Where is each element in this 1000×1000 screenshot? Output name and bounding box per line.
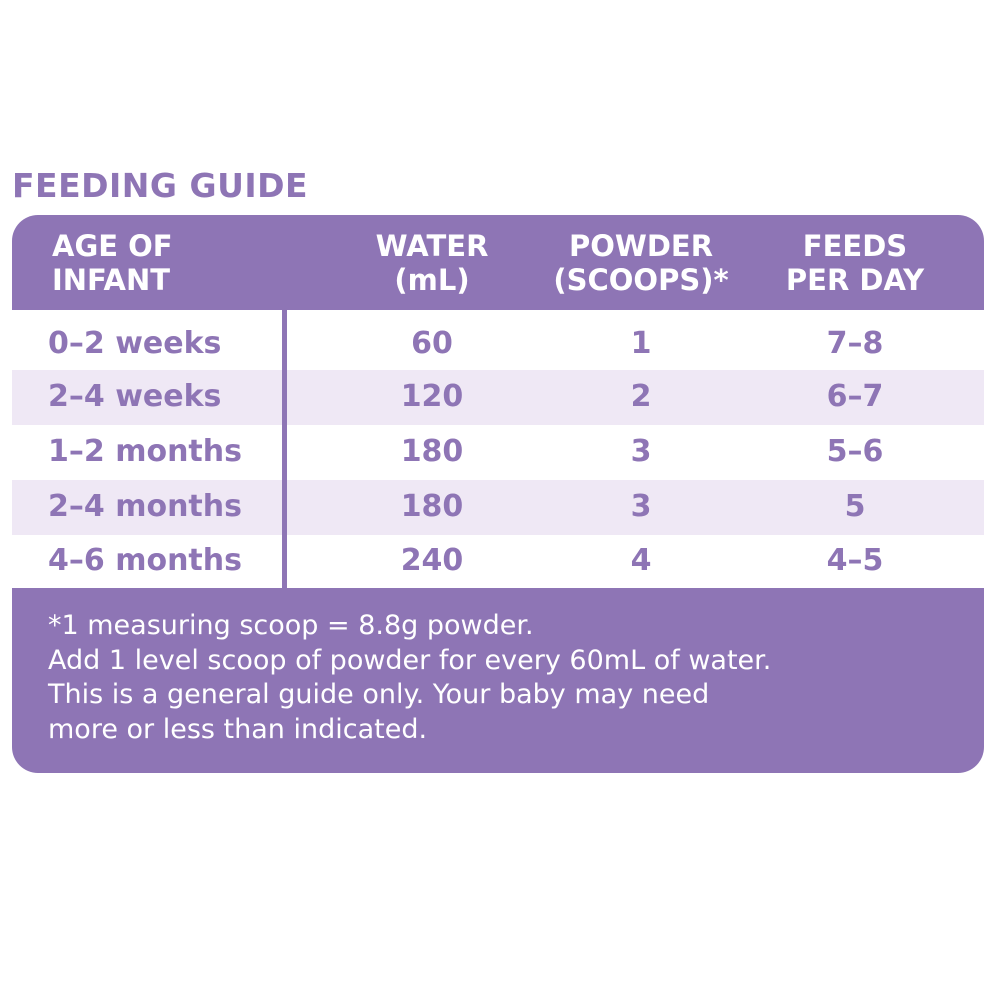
cell-feeds: 7–8	[826, 326, 884, 361]
column-divider	[282, 310, 287, 588]
cell-powder: 2	[630, 379, 652, 414]
table-row: 2–4 months 180 3 5	[12, 480, 984, 535]
header-age: AGE OF INFANT	[52, 229, 173, 297]
cell-feeds: 4–5	[826, 543, 884, 578]
header-line: FEEDS	[802, 229, 908, 263]
header-water: WATER (mL)	[357, 229, 507, 297]
table-row: 2–4 weeks 120 2 6–7	[12, 370, 984, 425]
cell-age: 1–2 months	[48, 434, 242, 469]
cell-powder: 3	[630, 434, 652, 469]
header-line: PER DAY	[785, 263, 925, 297]
cell-powder: 3	[630, 489, 652, 524]
header-powder: POWDER (SCOOPS)*	[546, 229, 736, 297]
page-title: FEEDING GUIDE	[12, 166, 309, 205]
cell-powder: 4	[630, 543, 652, 578]
cell-water: 60	[411, 326, 453, 361]
header-line: (mL)	[394, 263, 470, 297]
cell-age: 4–6 months	[48, 543, 242, 578]
header-line: WATER	[375, 229, 489, 263]
footnotes: *1 measuring scoop = 8.8g powder. Add 1 …	[48, 609, 771, 747]
cell-age: 2–4 months	[48, 489, 242, 524]
cell-feeds: 5	[844, 489, 866, 524]
cell-water: 120	[400, 379, 464, 414]
header-line: INFANT	[52, 263, 171, 297]
feeding-table: AGE OF INFANT WATER (mL) POWDER (SCOOPS)* F…	[12, 215, 984, 773]
footnote-line: *1 measuring scoop = 8.8g powder.	[48, 610, 534, 641]
header-line: POWDER	[568, 229, 714, 263]
table-row: 1–2 months 180 3 5–6	[12, 425, 984, 480]
table-header: AGE OF INFANT WATER (mL) POWDER (SCOOPS)* F…	[12, 215, 984, 310]
cell-feeds: 5–6	[826, 434, 884, 469]
cell-water: 180	[400, 434, 464, 469]
header-line: (SCOOPS)*	[553, 263, 729, 297]
cell-water: 240	[400, 543, 464, 578]
footnote-line: Add 1 level scoop of powder for every 60…	[48, 644, 772, 676]
table-row: 0–2 weeks 60 1 7–8	[12, 317, 984, 372]
table-body: 0–2 weeks 60 1 7–8 2–4 weeks 120 2 6–7 1…	[12, 310, 984, 588]
cell-feeds: 6–7	[826, 379, 884, 414]
table-row: 4–6 months 240 4 4–5	[12, 534, 984, 589]
cell-age: 0–2 weeks	[48, 326, 222, 361]
footnote-line: more or less than indicated.	[48, 713, 428, 745]
cell-water: 180	[400, 489, 464, 524]
footnote-line: This is a general guide only. Your baby …	[48, 679, 710, 710]
header-line: AGE OF	[52, 229, 173, 263]
cell-powder: 1	[630, 326, 652, 361]
header-feeds: FEEDS PER DAY	[765, 229, 945, 297]
cell-age: 2–4 weeks	[48, 379, 222, 414]
